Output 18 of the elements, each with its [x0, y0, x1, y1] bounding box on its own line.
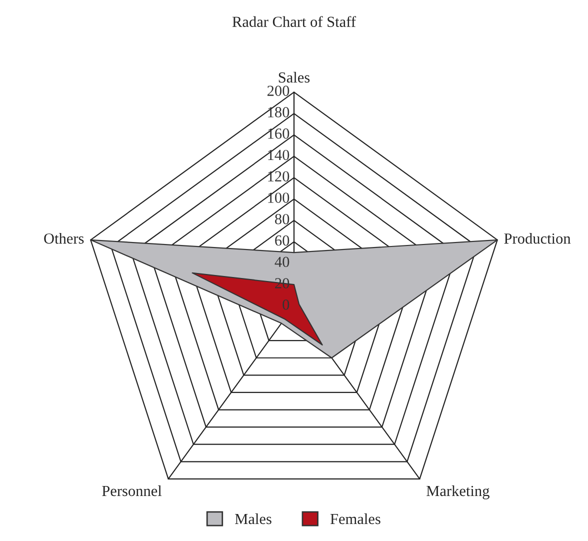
y-tick-label: 120 — [268, 171, 290, 182]
y-tick-label: 0 — [282, 299, 290, 310]
y-tick-label: 80 — [275, 214, 290, 224]
legend-label: Males — [235, 513, 272, 524]
y-tick-label: 40 — [274, 256, 290, 268]
spoke-label: Production — [504, 232, 571, 244]
spoke-label: Personnel — [102, 485, 162, 496]
spoke-label: Marketing — [426, 485, 490, 500]
spoke-label: Others — [44, 232, 84, 244]
legend-label: Females — [330, 513, 380, 524]
y-tick-label: 180 — [268, 107, 290, 118]
y-tick-label: 100 — [268, 192, 290, 203]
chart-title: Radar Chart of Staff — [232, 16, 356, 27]
y-tick-label: 140 — [268, 150, 290, 160]
y-tick-label: 160 — [268, 128, 290, 139]
y-tick-label: 60 — [275, 235, 290, 246]
spoke-label: Sales — [278, 72, 310, 83]
y-tick-label: 200 — [267, 86, 290, 96]
